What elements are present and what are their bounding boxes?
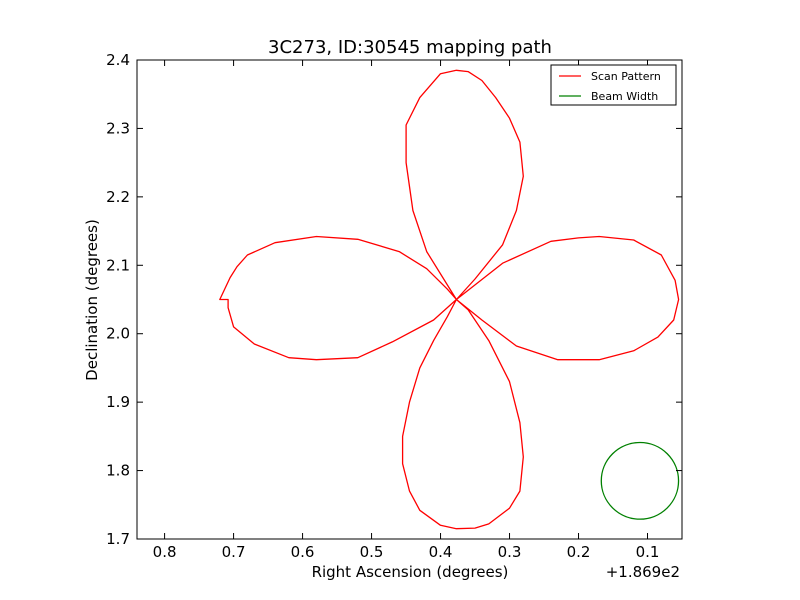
- chart-title: 3C273, ID:30545 mapping path: [268, 37, 552, 58]
- x-tick-label: 0.2: [567, 543, 591, 561]
- y-tick-label: 1.9: [106, 393, 130, 411]
- x-axis: 0.8 0.7 0.6 0.5 0.4 0.3 0.2 0.1: [153, 60, 660, 561]
- x-tick-label: 0.5: [360, 543, 384, 561]
- legend-label-scan-pattern: Scan Pattern: [591, 70, 661, 83]
- x-tick-label: 0.3: [498, 543, 522, 561]
- plot-area: [137, 60, 682, 539]
- x-tick-label: 0.7: [222, 543, 246, 561]
- y-tick-label: 1.7: [106, 530, 130, 548]
- legend-box: [550, 64, 677, 106]
- legend: Scan Pattern Beam Width: [550, 64, 677, 106]
- x-axis-label: Right Ascension (degrees): [312, 563, 509, 581]
- y-tick-label: 1.8: [106, 462, 130, 480]
- y-tick-label: 2.0: [106, 325, 130, 343]
- legend-label-beam-width: Beam Width: [591, 90, 658, 103]
- y-tick-label: 2.2: [106, 188, 130, 206]
- y-tick-label: 2.3: [106, 119, 130, 137]
- x-tick-label: 0.6: [291, 543, 315, 561]
- x-tick-label: 0.1: [636, 543, 660, 561]
- x-tick-label: 0.8: [153, 543, 177, 561]
- y-tick-label: 2.1: [106, 256, 130, 274]
- beam-width-circle: [600, 441, 680, 520]
- x-axis-offset-label: +1.869e2: [606, 563, 680, 581]
- scan-pattern-line: [219, 69, 680, 530]
- y-axis-label: Declination (degrees): [83, 219, 101, 381]
- x-tick-label: 0.4: [429, 543, 453, 561]
- plot-content: [219, 69, 680, 530]
- plot-frame: [136, 59, 683, 540]
- y-tick-label: 2.4: [106, 51, 130, 69]
- y-axis: 1.7 1.8 1.9 2.0 2.1 2.2 2.3 2.4: [106, 51, 682, 548]
